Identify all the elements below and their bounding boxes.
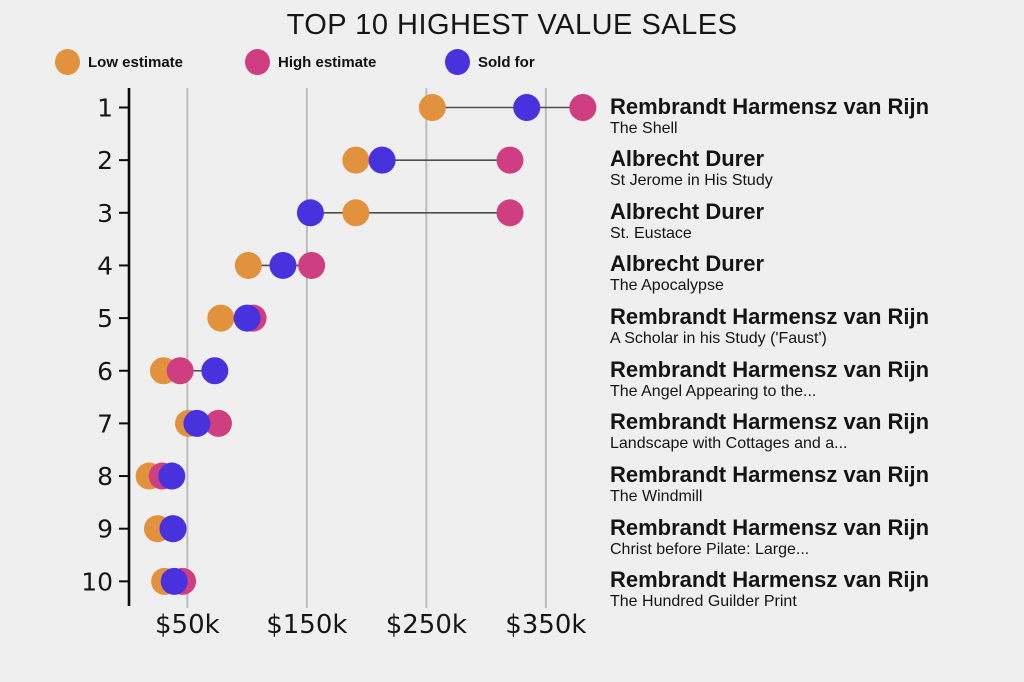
legend-item-sold: Sold for — [445, 48, 535, 76]
rank-label: 6 — [97, 357, 113, 386]
rank-label: 7 — [97, 409, 113, 438]
high-estimate-dot — [298, 251, 326, 279]
high-estimate-dot — [496, 146, 524, 174]
rank-label: 10 — [81, 567, 113, 596]
sold-for-dot — [159, 515, 187, 543]
x-axis-tick-label: $50k — [155, 610, 220, 640]
legend: Low estimate High estimate Sold for — [0, 48, 1024, 78]
high-estimate-dot — [166, 357, 194, 385]
legend-item-low: Low estimate — [55, 48, 183, 76]
rank-label: 5 — [97, 304, 113, 333]
low-estimate-dot — [207, 304, 235, 332]
sold-for-dot — [296, 199, 324, 227]
rank-label: 2 — [97, 146, 113, 175]
x-axis-tick-label: $250k — [386, 610, 467, 640]
sold-for-dot — [160, 567, 188, 595]
high-estimate-dot — [569, 94, 597, 121]
high-legend-dot-icon — [245, 49, 270, 75]
sold-for-dot — [183, 409, 211, 437]
sold-for-dot — [368, 146, 396, 174]
sold-for-dot — [201, 357, 229, 385]
low-estimate-dot — [342, 146, 370, 174]
x-axis-tick-label: $350k — [505, 610, 586, 640]
high-estimate-dot — [496, 199, 524, 227]
chart-title: TOP 10 HIGHEST VALUE SALES — [286, 9, 738, 41]
rank-label: 8 — [97, 462, 113, 491]
high-estimate-dot — [204, 409, 232, 437]
x-axis-tick-label: $150k — [266, 610, 347, 640]
legend-label: Sold for — [478, 53, 535, 71]
legend-label: High estimate — [278, 53, 377, 71]
legend-label: Low estimate — [88, 53, 184, 71]
sold-legend-dot-icon — [445, 49, 470, 75]
rank-label: 3 — [97, 199, 113, 228]
low-legend-dot-icon — [55, 49, 80, 75]
legend-item-high: High estimate — [245, 48, 376, 76]
rank-label: 1 — [97, 94, 113, 123]
low-estimate-dot — [234, 251, 262, 279]
rank-label: 4 — [97, 251, 113, 280]
low-estimate-dot — [418, 94, 446, 121]
rank-label: 9 — [97, 515, 113, 544]
sold-for-dot — [269, 251, 297, 279]
low-estimate-dot — [342, 199, 370, 227]
sold-for-dot — [233, 304, 261, 332]
sold-for-dot — [513, 94, 541, 121]
sold-for-dot — [158, 462, 186, 490]
